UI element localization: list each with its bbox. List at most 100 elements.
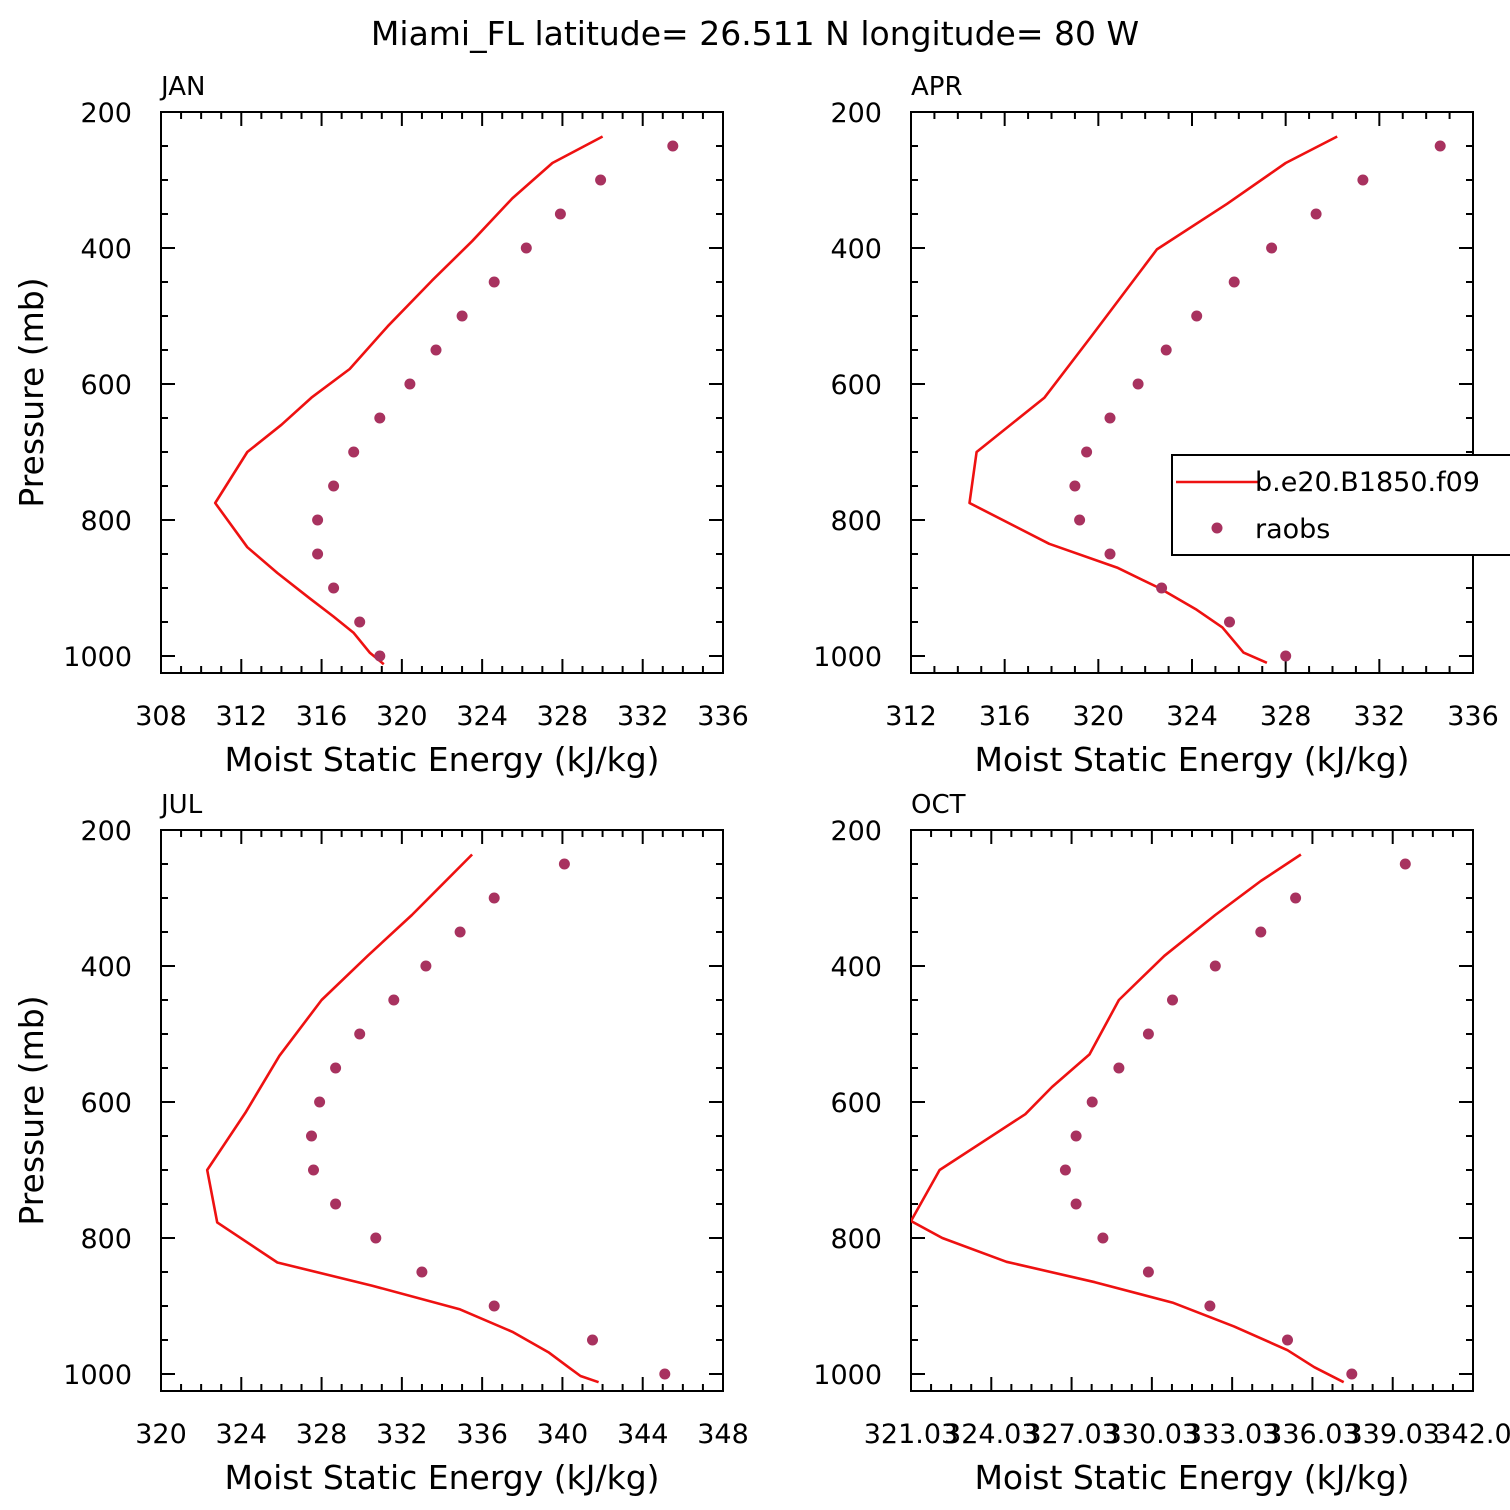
raobs-point [1074, 514, 1086, 526]
raobs-point [1142, 1266, 1154, 1278]
raobs-point [312, 514, 324, 526]
legend-label-raobs: raobs [1255, 514, 1330, 545]
x-tick-label: 321.03 [864, 1419, 958, 1450]
raobs-point [430, 344, 442, 356]
raobs-point [488, 1300, 500, 1312]
raobs-point [1156, 582, 1168, 594]
x-tick-label: 324 [456, 701, 508, 732]
legend-marker-swatch [1211, 522, 1223, 534]
raobs-point [1069, 480, 1081, 492]
y-tick-label: 1000 [63, 1360, 132, 1391]
raobs-point [1059, 1164, 1071, 1176]
raobs-point [354, 1028, 366, 1040]
model-line [213, 135, 604, 666]
x-tick-label: 328 [537, 701, 589, 732]
raobs-point [388, 994, 400, 1006]
plot-frame [910, 829, 1474, 1392]
x-tick-label: 332 [1354, 701, 1406, 732]
x-tick-label: 324.03 [944, 1419, 1038, 1450]
raobs-point [1191, 310, 1203, 322]
raobs-point [456, 310, 468, 322]
figure-title: Miami_FL latitude= 26.511 N longitude= 8… [371, 14, 1139, 53]
x-tick-label: 324 [216, 1419, 268, 1450]
x-tick-label: 320 [1073, 701, 1125, 732]
plot-frame [160, 111, 724, 674]
x-tick-label: 336 [456, 1419, 508, 1450]
x-tick-label: 320 [135, 1419, 187, 1450]
raobs-point [1434, 140, 1446, 152]
raobs-point [1282, 1334, 1293, 1346]
raobs-point [404, 378, 416, 390]
raobs-point [1104, 412, 1116, 424]
raobs-point [1142, 1028, 1154, 1040]
x-tick-label: 332 [617, 701, 669, 732]
raobs-point [1167, 994, 1178, 1006]
y-tick-label: 800 [830, 1224, 882, 1255]
raobs-point [520, 242, 532, 254]
legend-box [1171, 454, 1510, 556]
y-axis-label: Pressure (mb) [12, 995, 51, 1225]
x-tick-label: 327.03 [1024, 1419, 1118, 1450]
x-tick-label: 320 [376, 701, 428, 732]
raobs-point [1266, 242, 1278, 254]
raobs-point [587, 1334, 598, 1346]
raobs-point [659, 1368, 671, 1380]
y-tick-label: 600 [830, 370, 882, 401]
raobs-point [1070, 1130, 1082, 1142]
raobs-point [312, 548, 324, 560]
y-tick-label: 200 [80, 98, 132, 129]
raobs-point [328, 480, 340, 492]
raobs-point [1070, 1198, 1082, 1210]
legend: b.e20.B1850.f09 raobs [1171, 454, 1510, 556]
raobs-point [306, 1130, 317, 1142]
raobs-point [348, 446, 360, 458]
plot-frame [910, 111, 1474, 674]
x-tick-label: 308 [135, 701, 187, 732]
model-line [911, 853, 1345, 1384]
x-tick-label: 336 [697, 701, 749, 732]
raobs-point [1357, 174, 1369, 186]
raobs-point [328, 582, 340, 594]
raobs-point [416, 1266, 428, 1278]
y-tick-label: 800 [80, 506, 132, 537]
raobs-point [330, 1062, 342, 1074]
x-tick-label: 328 [296, 1419, 348, 1450]
raobs-point [554, 208, 566, 220]
y-tick-label: 600 [80, 1088, 132, 1119]
panel-label: APR [911, 72, 963, 102]
y-tick-label: 600 [830, 1088, 882, 1119]
x-tick-label: 340 [537, 1419, 589, 1450]
y-tick-label: 1000 [813, 642, 882, 673]
raobs-point [1209, 960, 1221, 972]
x-axis-label: Moist Static Energy (kJ/kg) [224, 740, 659, 779]
y-tick-label: 800 [830, 506, 882, 537]
raobs-point [1132, 378, 1144, 390]
y-tick-label: 400 [80, 952, 132, 983]
y-tick-label: 800 [80, 1224, 132, 1255]
x-tick-label: 316 [979, 701, 1031, 732]
raobs-point [488, 276, 500, 288]
x-tick-label: 332 [376, 1419, 428, 1450]
raobs-point [558, 858, 570, 870]
x-tick-label: 324 [1166, 701, 1218, 732]
x-tick-label: 336 [1447, 701, 1499, 732]
raobs-point [1086, 1096, 1098, 1108]
panel-label: JUL [159, 790, 203, 820]
x-tick-label: 316 [296, 701, 348, 732]
panel-label: JAN [159, 72, 205, 102]
x-tick-label: 342.0 [1434, 1419, 1510, 1450]
x-axis-label: Moist Static Energy (kJ/kg) [224, 1458, 659, 1497]
y-tick-label: 600 [80, 370, 132, 401]
panel-oct: 200 400 600 800 1000 321.03324.03327.03330.03… [813, 790, 1510, 1497]
x-tick-label: 344 [617, 1419, 669, 1450]
model-line [968, 135, 1338, 664]
raobs-point [374, 650, 386, 662]
raobs-point [1113, 1062, 1125, 1074]
raobs-point [595, 174, 607, 186]
x-tick-label: 312 [216, 701, 268, 732]
y-axis-label: Pressure (mb) [12, 277, 51, 507]
raobs-point [488, 892, 500, 904]
